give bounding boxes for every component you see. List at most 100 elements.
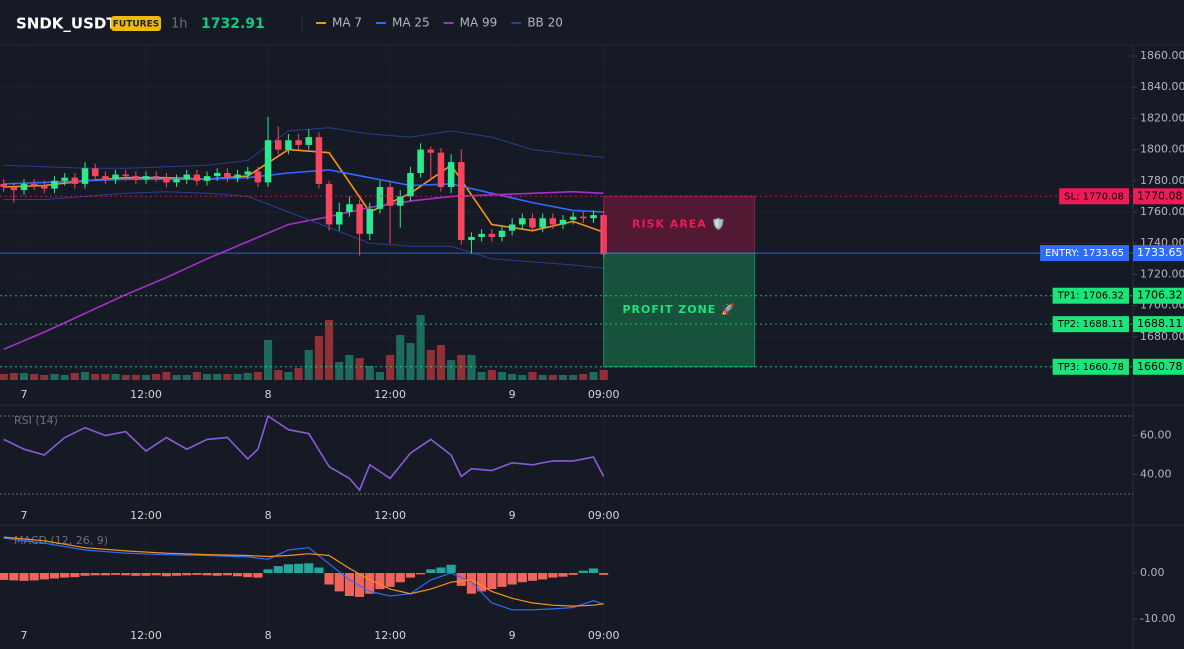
histogram-bar <box>19 573 29 581</box>
candle-body <box>468 236 475 241</box>
candle-body <box>447 162 455 188</box>
candle-body <box>519 218 526 225</box>
candle-body <box>81 168 89 184</box>
volume-bar <box>396 335 405 380</box>
volume-bar <box>162 372 171 380</box>
histogram-bar <box>222 573 232 576</box>
histogram-bar <box>416 573 426 575</box>
volume-bar <box>294 368 303 380</box>
histogram-bar <box>100 573 110 576</box>
candle-body <box>20 183 28 191</box>
zone <box>603 195 756 254</box>
volume-bar <box>304 350 313 380</box>
level-label: TP1: 1706.32 <box>1057 291 1124 302</box>
histogram-bar <box>405 573 416 578</box>
candle-body <box>549 218 557 225</box>
level-label: ENTRY: 1733.65 <box>1045 248 1124 259</box>
volume-bar <box>528 372 537 380</box>
histogram-bar <box>212 573 222 576</box>
panel-title: RSI (14) <box>14 414 58 427</box>
axis-label: 1660.78 <box>1137 360 1183 373</box>
x-tick-label: 8 <box>265 509 272 522</box>
overlay-line <box>3 191 604 269</box>
volume-bar <box>406 343 415 380</box>
volume-bar <box>508 374 517 380</box>
candle-body <box>91 168 99 177</box>
volume-bar <box>518 375 527 380</box>
y-tick-label: 1780.00 <box>1140 174 1184 187</box>
candle-body <box>458 162 465 241</box>
volume-bar <box>30 374 39 380</box>
axis-label-bg <box>1133 316 1184 333</box>
x-tick-label: 9 <box>509 509 516 522</box>
histogram-bar <box>0 573 9 580</box>
volume-bar <box>40 375 49 380</box>
volume-bar <box>355 358 364 380</box>
symbol: SNDK_USDT <box>16 15 117 33</box>
candle-body <box>397 196 404 206</box>
y-tick-label: 1820.00 <box>1140 111 1184 124</box>
candle-body <box>580 216 587 219</box>
candle-body <box>295 140 302 145</box>
volume-bar <box>569 375 578 380</box>
volume-bar <box>457 355 466 380</box>
x-tick-label: 7 <box>21 388 28 401</box>
level-label-bg <box>1040 245 1129 262</box>
candle-body <box>315 137 323 184</box>
level-label-bg <box>1052 287 1129 304</box>
level-label: TP2: 1688.11 <box>1057 319 1124 330</box>
x-tick-label: 9 <box>509 388 516 401</box>
volume-bar <box>223 374 232 380</box>
histogram-bar <box>588 568 599 574</box>
volume-bar <box>182 375 191 380</box>
volume-bar <box>111 374 120 380</box>
level-label-bg <box>1052 358 1129 375</box>
level-label-bg <box>1059 188 1129 205</box>
candle-body <box>285 140 292 150</box>
histogram-bar <box>202 573 212 576</box>
axis-label: 1733.65 <box>1137 246 1183 259</box>
candle-body <box>336 211 343 225</box>
volume-bar <box>152 374 161 380</box>
histogram-bar <box>304 563 314 574</box>
volume-bar <box>101 374 110 380</box>
candle-body <box>102 176 109 180</box>
x-tick-label: 8 <box>265 629 272 642</box>
histogram-bar <box>232 573 243 577</box>
candle-body <box>590 215 597 219</box>
candle-body <box>478 233 485 237</box>
volume-bar <box>325 320 334 380</box>
candle-body <box>132 176 140 180</box>
candle-body <box>224 172 231 178</box>
candle-body <box>539 218 546 228</box>
histogram-bar <box>161 573 171 577</box>
volume-bar <box>548 375 557 380</box>
histogram-bar <box>548 573 558 578</box>
y-tick-label: 0.00 <box>1140 566 1165 579</box>
volume-bar <box>436 345 446 380</box>
x-tick-label: 12:00 <box>130 509 162 522</box>
candle-body <box>203 176 211 181</box>
candle-body <box>356 204 363 234</box>
histogram-bar <box>477 573 487 592</box>
y-tick-label: 1800.00 <box>1140 143 1184 156</box>
candle-body <box>559 219 567 225</box>
candle-body <box>122 174 129 177</box>
histogram-bar <box>527 573 538 581</box>
histogram-bar <box>294 563 304 574</box>
volume-bar <box>213 374 222 380</box>
last-price: 1732.91 <box>201 16 265 32</box>
candle-body <box>407 172 414 197</box>
histogram-bar <box>517 573 527 583</box>
histogram-bar <box>60 573 70 578</box>
level-label: TP3: 1660.78 <box>1057 362 1124 373</box>
histogram-bar <box>334 573 344 592</box>
candle-body <box>163 177 170 183</box>
y-tick-label: 1760.00 <box>1140 205 1184 218</box>
candle-body <box>30 183 38 186</box>
histogram-bar <box>456 573 466 586</box>
histogram-bar <box>375 573 385 590</box>
volume-bar <box>487 370 496 380</box>
histogram-bar <box>436 567 446 574</box>
